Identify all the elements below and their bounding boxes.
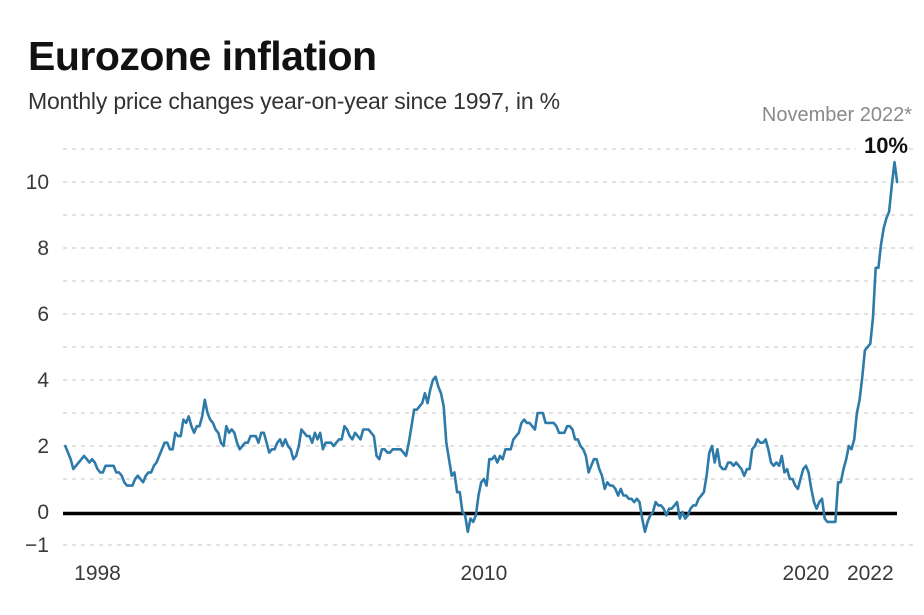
inflation-line	[64, 160, 899, 534]
y-tick-label-4: 4	[37, 369, 49, 392]
x-tick-label-1998: 1998	[74, 562, 121, 585]
y-tick-label-0: 0	[37, 501, 49, 524]
annotation-latest-value: 10%	[855, 133, 908, 159]
y-tick-label-10: 10	[26, 171, 49, 194]
y-tick-label-−1: −1	[25, 534, 49, 557]
chart-subtitle: Monthly price changes year-on-year since…	[28, 88, 560, 114]
x-tick-label-2010: 2010	[461, 562, 508, 585]
annotation-date-label: November 2022*	[753, 104, 912, 127]
y-tick-label-2: 2	[37, 435, 49, 458]
x-tick-label-2020: 2020	[783, 562, 830, 585]
y-tick-label-8: 8	[37, 237, 49, 260]
y-tick-label-6: 6	[37, 303, 49, 326]
x-tick-label-2022: 2022	[847, 562, 894, 585]
chart-title: Eurozone inflation	[28, 33, 377, 80]
